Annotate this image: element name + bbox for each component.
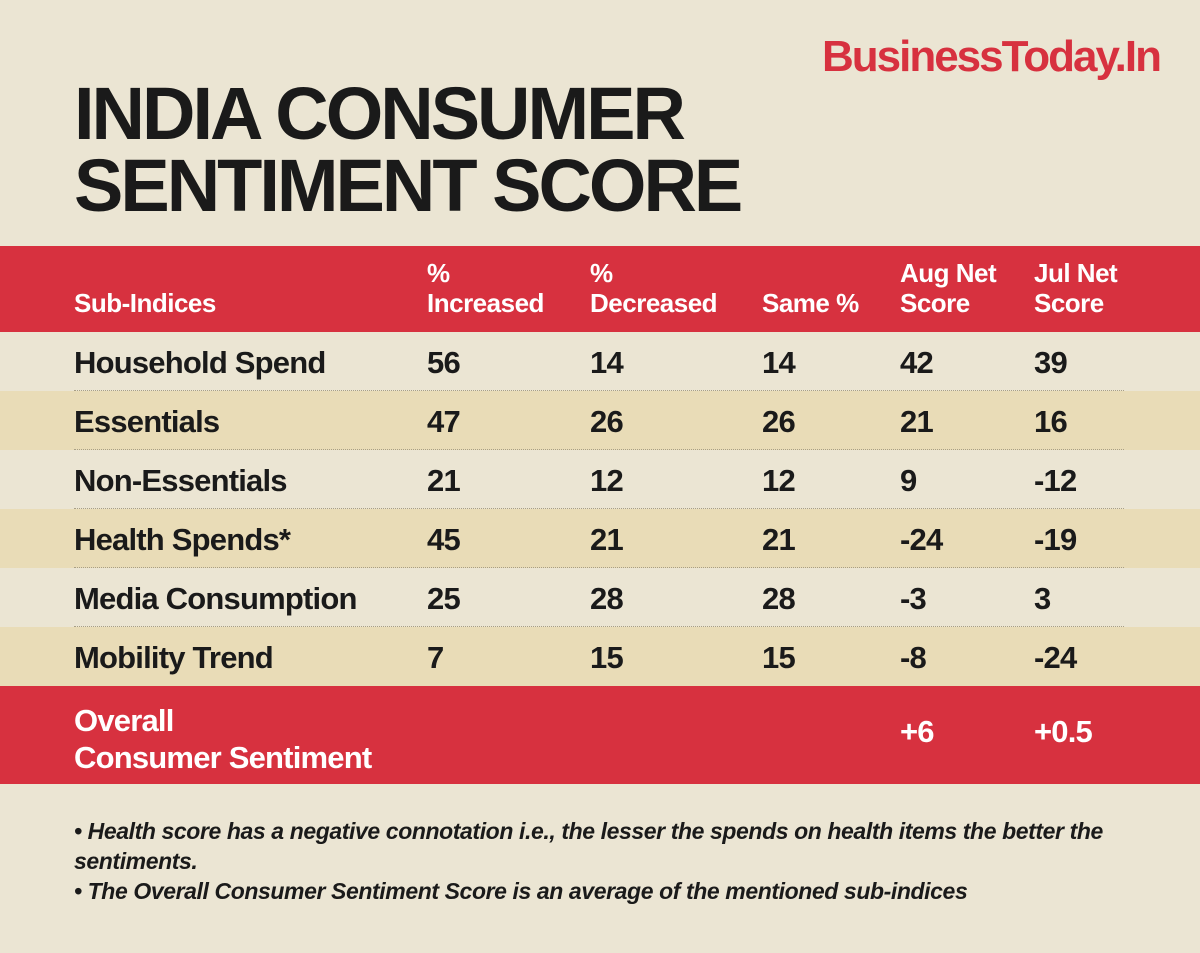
overall-label-line2: Consumer Sentiment (74, 740, 372, 775)
table-row: Media Consumption 25 28 28 -3 3 (0, 568, 1200, 627)
cell-increased: 21 (427, 463, 461, 498)
overall-jul-score: +0.5 (1034, 714, 1093, 749)
header-line2: Score (1034, 288, 1104, 318)
row-divider (74, 449, 1124, 450)
cell-jul-score: -12 (1034, 463, 1077, 498)
row-label: Media Consumption (74, 581, 357, 616)
header-line2: Score (900, 288, 970, 318)
cell-same: 12 (762, 463, 796, 498)
header-line1: Jul Net (1034, 258, 1118, 288)
table-row: Household Spend 56 14 14 42 39 (0, 332, 1200, 391)
header-same: Same % (762, 288, 859, 318)
table-row: Mobility Trend 7 15 15 -8 -24 (0, 627, 1200, 686)
overall-label-line1: Overall (74, 703, 174, 738)
row-divider (74, 390, 1124, 391)
cell-same: 15 (762, 640, 796, 675)
cell-same: 28 (762, 581, 796, 616)
cell-increased: 7 (427, 640, 444, 675)
row-divider (74, 626, 1124, 627)
header-line2: Sub-Indices (74, 288, 216, 318)
brand-logo: BusinessToday.In (821, 32, 1162, 81)
table-row: Health Spends* 45 21 21 -24 -19 (0, 509, 1200, 568)
header-line1: % (590, 258, 613, 288)
cell-decreased: 26 (590, 404, 624, 439)
table-row: Essentials 47 26 26 21 16 (0, 391, 1200, 450)
cell-jul-score: 39 (1034, 345, 1068, 380)
cell-aug-score: -8 (900, 640, 927, 675)
cell-decreased: 15 (590, 640, 624, 675)
overall-row: Overall Consumer Sentiment +6 +0.5 (0, 686, 1200, 784)
row-label: Essentials (74, 404, 220, 439)
cell-aug-score: 21 (900, 404, 934, 439)
row-label: Non-Essentials (74, 463, 288, 498)
cell-same: 26 (762, 404, 796, 439)
header-sub-indices: Sub-Indices (74, 288, 216, 318)
header-line2: Same % (762, 288, 859, 318)
cell-decreased: 14 (590, 345, 624, 380)
cell-increased: 47 (427, 404, 461, 439)
overall-label: Overall Consumer Sentiment (74, 702, 372, 776)
title-line-1: INDIA CONSUMER (74, 72, 686, 155)
overall-aug-score: +6 (900, 714, 935, 749)
header-line1: Aug Net (900, 258, 997, 288)
cell-same: 14 (762, 345, 796, 380)
header-line2: Increased (427, 288, 544, 318)
cell-same: 21 (762, 522, 796, 557)
header-decreased: % Decreased (590, 258, 718, 318)
cell-decreased: 12 (590, 463, 624, 498)
row-label: Mobility Trend (74, 640, 274, 675)
cell-aug-score: 42 (900, 345, 934, 380)
cell-aug-score: -24 (900, 522, 943, 557)
table-header: Sub-Indices % Increased % Decreased Same… (0, 246, 1200, 332)
header-line2: Decreased (590, 288, 718, 318)
cell-jul-score: 16 (1034, 404, 1068, 439)
cell-increased: 25 (427, 581, 461, 616)
sentiment-table: Sub-Indices % Increased % Decreased Same… (0, 246, 1200, 784)
footnote-health: • Health score has a negative connotatio… (74, 818, 1103, 874)
header-jul-net-score: Jul Net Score (1034, 258, 1118, 318)
header-line1: % (427, 258, 450, 288)
row-divider (74, 567, 1124, 568)
cell-jul-score: -19 (1034, 522, 1077, 557)
cell-decreased: 21 (590, 522, 624, 557)
cell-jul-score: 3 (1034, 581, 1051, 616)
cell-jul-score: -24 (1034, 640, 1077, 675)
footnotes: • Health score has a negative connotatio… (74, 816, 1134, 906)
header-increased: % Increased (427, 258, 544, 318)
cell-aug-score: 9 (900, 463, 917, 498)
title-line-2: SENTIMENT SCORE (74, 144, 743, 227)
cell-increased: 45 (427, 522, 461, 557)
cell-aug-score: -3 (900, 581, 927, 616)
cell-decreased: 28 (590, 581, 624, 616)
table-row: Non-Essentials 21 12 12 9 -12 (0, 450, 1200, 509)
row-divider (74, 508, 1124, 509)
footnote-overall: • The Overall Consumer Sentiment Score i… (74, 878, 968, 904)
row-label: Health Spends* (74, 522, 291, 557)
row-label: Household Spend (74, 345, 326, 380)
page-title: INDIA CONSUMER SENTIMENT SCORE (74, 72, 974, 227)
cell-increased: 56 (427, 345, 461, 380)
header-aug-net-score: Aug Net Score (900, 258, 997, 318)
